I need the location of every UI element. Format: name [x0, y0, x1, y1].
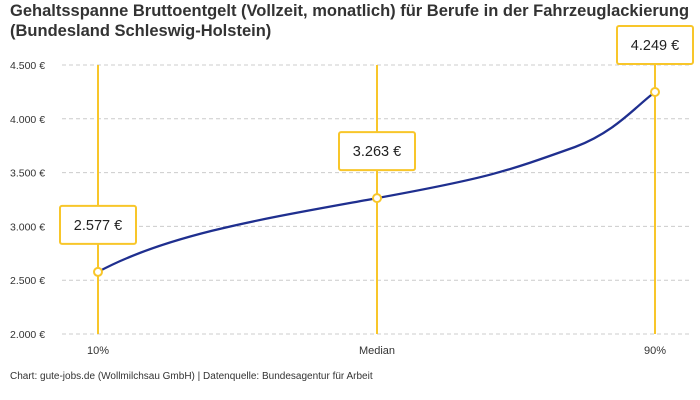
- data-point: [650, 87, 660, 98]
- value-labels: 2.577 € 3.263 € 4.249 €: [59, 25, 694, 245]
- value-label: 2.577 €: [74, 218, 122, 234]
- chart-source-footer: Chart: gute-jobs.de (Wollmilchsau GmbH) …: [10, 371, 373, 382]
- x-tick-label: Median: [359, 345, 395, 357]
- x-tick-label: 90%: [644, 345, 666, 357]
- x-tick-label: 10%: [87, 345, 109, 357]
- value-label: 4.249 €: [631, 38, 679, 54]
- x-axis-ticks: 10% Median 90%: [87, 345, 666, 357]
- chart-title: Gehaltsspanne Bruttoentgelt (Vollzeit, m…: [10, 2, 690, 40]
- value-label-box: [59, 204, 137, 245]
- y-tick-label: 3.000 €: [10, 221, 45, 233]
- value-label-box: [338, 131, 416, 172]
- y-tick-label: 3.500 €: [10, 168, 45, 180]
- y-tick-label: 4.500 €: [10, 60, 45, 72]
- y-tick-label: 4.000 €: [10, 114, 45, 126]
- value-label: 3.263 €: [353, 144, 401, 160]
- y-tick-label: 2.500 €: [10, 275, 45, 287]
- data-point: [93, 266, 103, 277]
- y-axis-ticks: 2.000 € 2.500 € 3.000 € 3.500 € 4.000 € 4.500…: [10, 60, 45, 341]
- value-label-box: [616, 25, 694, 66]
- data-point: [372, 193, 382, 204]
- data-markers: [93, 87, 660, 277]
- salary-curve: [97, 91, 656, 273]
- y-tick-label: 2.000 €: [10, 329, 45, 341]
